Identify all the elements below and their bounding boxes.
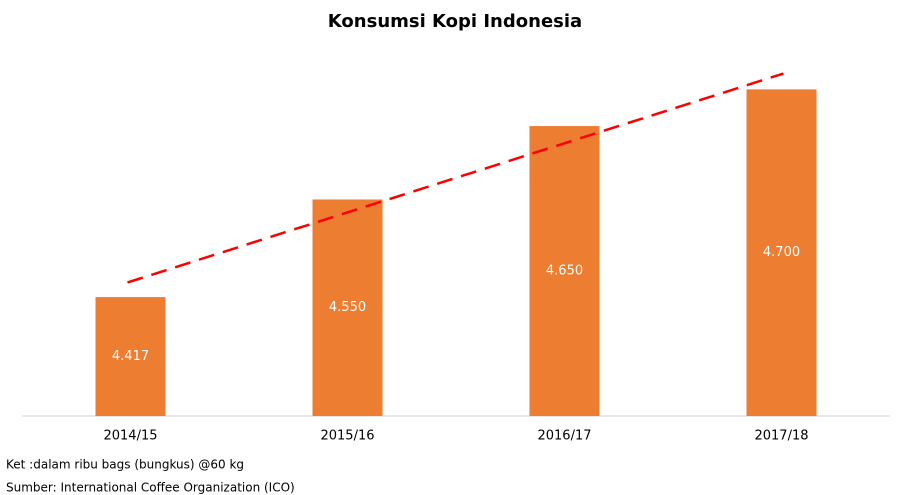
x-tick-label: 2017/18 xyxy=(754,429,808,444)
data-label: 4.417 xyxy=(112,349,149,364)
x-tick-label: 2016/17 xyxy=(537,429,591,444)
note: Ket :dalam ribu bags (bungkus) @60 kg xyxy=(6,458,244,472)
data-label: 4.700 xyxy=(763,245,800,260)
chart-title: Konsumsi Kopi Indonesia xyxy=(328,11,582,32)
note: Sumber: International Coffee Organizatio… xyxy=(6,481,295,495)
x-tick-label: 2014/15 xyxy=(103,429,157,444)
data-label: 4.650 xyxy=(546,264,583,279)
bar xyxy=(529,126,600,416)
x-tick-label: 2015/16 xyxy=(320,429,374,444)
trendline xyxy=(127,72,784,284)
bar xyxy=(746,89,817,416)
bar xyxy=(312,199,383,416)
bar xyxy=(95,297,166,416)
data-label: 4.550 xyxy=(329,300,366,315)
